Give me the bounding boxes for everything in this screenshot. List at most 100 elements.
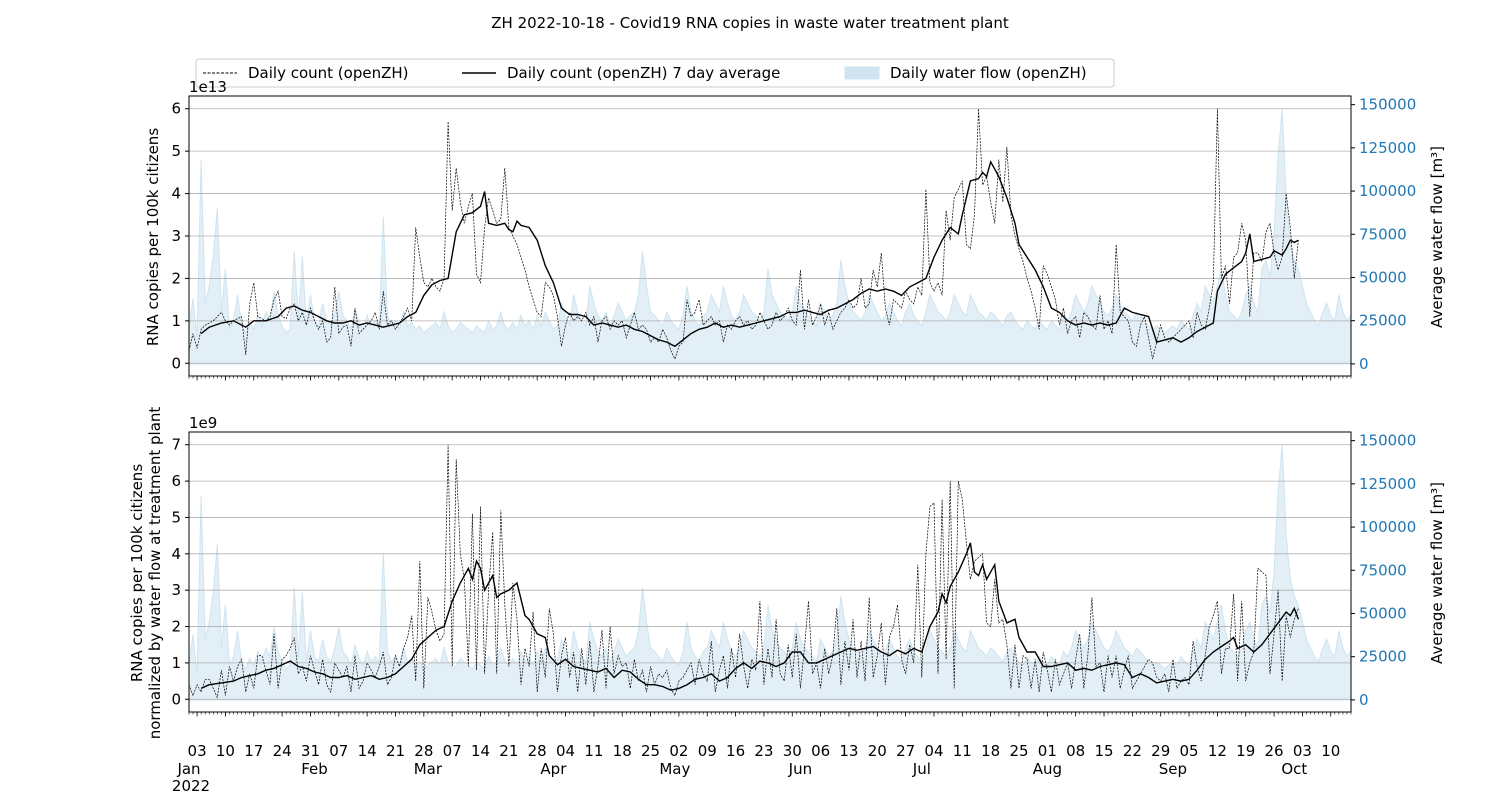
x-month-label: Jun [788, 760, 812, 778]
water-flow-area [188, 444, 1352, 701]
flow-tick-label: 0 [1359, 355, 1369, 373]
avg7-line [200, 159, 1299, 348]
y-tick-label: 1 [171, 312, 181, 330]
panel-top-left-axis: 0 1 2 3 4 5 6 [171, 100, 189, 372]
panel-bottom-xticks [188, 712, 1352, 717]
x-week-label: 11 [953, 742, 972, 760]
x-week-label: 29 [1151, 742, 1170, 760]
panel-top-ylabel: RNA copies per 100k citizens [144, 128, 162, 346]
panel-bottom-exponent: 1e9 [189, 414, 217, 432]
x-week-label: 04 [924, 742, 943, 760]
x-week-label: 03 [188, 742, 207, 760]
x-week-label: 14 [358, 742, 377, 760]
x-axis-year-label: 2022 [172, 777, 210, 795]
panel-bottom-flow-area [188, 444, 1352, 701]
x-month-label: Mar [414, 760, 443, 778]
x-week-label: 28 [528, 742, 547, 760]
legend-avg-label: Daily count (openZH) 7 day average [507, 64, 780, 82]
x-week-label: 17 [244, 742, 263, 760]
y-tick-label: 2 [171, 269, 181, 287]
flow-tick-label: 125000 [1359, 139, 1416, 157]
x-week-label: 06 [811, 742, 830, 760]
x-month-label: Jan [176, 760, 200, 778]
legend-flow-swatch [844, 66, 880, 80]
y-tick-label: 3 [171, 581, 181, 599]
x-week-label: 23 [754, 742, 773, 760]
daily-count-line [188, 444, 1299, 699]
flow-tick-label: 25000 [1359, 312, 1407, 330]
chart-title: ZH 2022-10-18 - Covid19 RNA copies in wa… [491, 14, 1009, 32]
x-week-label: 08 [1066, 742, 1085, 760]
x-week-label: 26 [1265, 742, 1284, 760]
x-month-label: Oct [1281, 760, 1307, 778]
y-tick-label: 4 [171, 185, 181, 203]
flow-tick-label: 150000 [1359, 96, 1416, 114]
x-week-label: 20 [868, 742, 887, 760]
flow-tick-label: 50000 [1359, 268, 1407, 286]
panel-top-xticks [188, 376, 1352, 381]
x-month-label: May [659, 760, 690, 778]
x-axis-labels: 03 10 17 24 31 07 14 21 28 07 14 21 28 04 11 18 25 02 09 16… [176, 742, 1340, 778]
daily-count-line [188, 108, 1299, 360]
x-week-label: 31 [301, 742, 320, 760]
flow-tick-label: 75000 [1359, 225, 1407, 243]
panel-top-avg-series [200, 159, 1299, 348]
x-week-label: 28 [414, 742, 433, 760]
panel-top-daily-series [188, 108, 1299, 360]
x-week-label: 16 [726, 742, 745, 760]
x-month-label: Sep [1159, 760, 1187, 778]
x-week-label: 04 [556, 742, 575, 760]
panel-bottom-daily-series [188, 444, 1299, 699]
panel-bottom: 0 1 2 3 4 5 6 7 0 25000 50000 75000 100000 125000 150… [128, 407, 1446, 740]
panel-bottom-ylabel-line2: normalized by water flow at treatment pl… [146, 407, 164, 740]
x-week-label: 10 [216, 742, 235, 760]
flow-tick-label: 50000 [1359, 604, 1407, 622]
panel-bottom-frame [188, 431, 1352, 713]
legend-box [195, 58, 1115, 88]
legend: Daily count (openZH) Daily count (openZH… [195, 58, 1115, 88]
panel-bottom-right-axis: 0 25000 50000 75000 100000 125000 150000 [1351, 432, 1416, 709]
panel-top-grid [189, 108, 1351, 364]
x-week-label: 21 [499, 742, 518, 760]
flow-tick-label: 100000 [1359, 182, 1416, 200]
x-week-label: 01 [1038, 742, 1057, 760]
panel-top-flow-label: Average water flow [m³] [1428, 146, 1446, 328]
legend-daily-label: Daily count (openZH) [248, 64, 409, 82]
y-tick-label: 5 [171, 142, 181, 160]
y-tick-label: 3 [171, 227, 181, 245]
x-week-label: 22 [1123, 742, 1142, 760]
panel-top-flow-area [188, 108, 1352, 365]
x-week-label: 15 [1094, 742, 1113, 760]
x-week-label: 24 [273, 742, 292, 760]
x-week-label: 25 [641, 742, 660, 760]
x-week-label: 10 [1321, 742, 1340, 760]
y-tick-label: 6 [171, 472, 181, 490]
y-tick-label: 0 [171, 690, 181, 708]
x-week-label: 14 [471, 742, 490, 760]
panel-top: 0 1 2 3 4 5 6 0 25000 50000 75000 100000 125000 1500… [144, 78, 1446, 381]
flow-tick-label: 75000 [1359, 561, 1407, 579]
flow-tick-label: 125000 [1359, 475, 1416, 493]
y-tick-label: 4 [171, 545, 181, 563]
x-month-label: Jul [912, 760, 931, 778]
flow-tick-label: 150000 [1359, 432, 1416, 450]
x-week-label: 11 [584, 742, 603, 760]
x-week-label: 13 [839, 742, 858, 760]
x-month-label: Aug [1033, 760, 1062, 778]
x-week-label: 09 [698, 742, 717, 760]
x-week-label: 30 [783, 742, 802, 760]
panel-bottom-flow-label: Average water flow [m³] [1428, 482, 1446, 664]
x-week-label: 27 [896, 742, 915, 760]
x-week-label: 07 [329, 742, 348, 760]
y-tick-label: 2 [171, 618, 181, 636]
panel-top-right-axis: 0 25000 50000 75000 100000 125000 150000 [1351, 96, 1416, 373]
x-week-label: 05 [1180, 742, 1199, 760]
flow-tick-label: 100000 [1359, 518, 1416, 536]
legend-flow-label: Daily water flow (openZH) [890, 64, 1087, 82]
avg7-line [200, 542, 1300, 691]
x-week-label: 07 [443, 742, 462, 760]
x-month-label: Apr [540, 760, 567, 778]
panel-top-exponent: 1e13 [189, 78, 227, 96]
panel-bottom-left-axis: 0 1 2 3 4 5 6 7 [171, 436, 189, 708]
